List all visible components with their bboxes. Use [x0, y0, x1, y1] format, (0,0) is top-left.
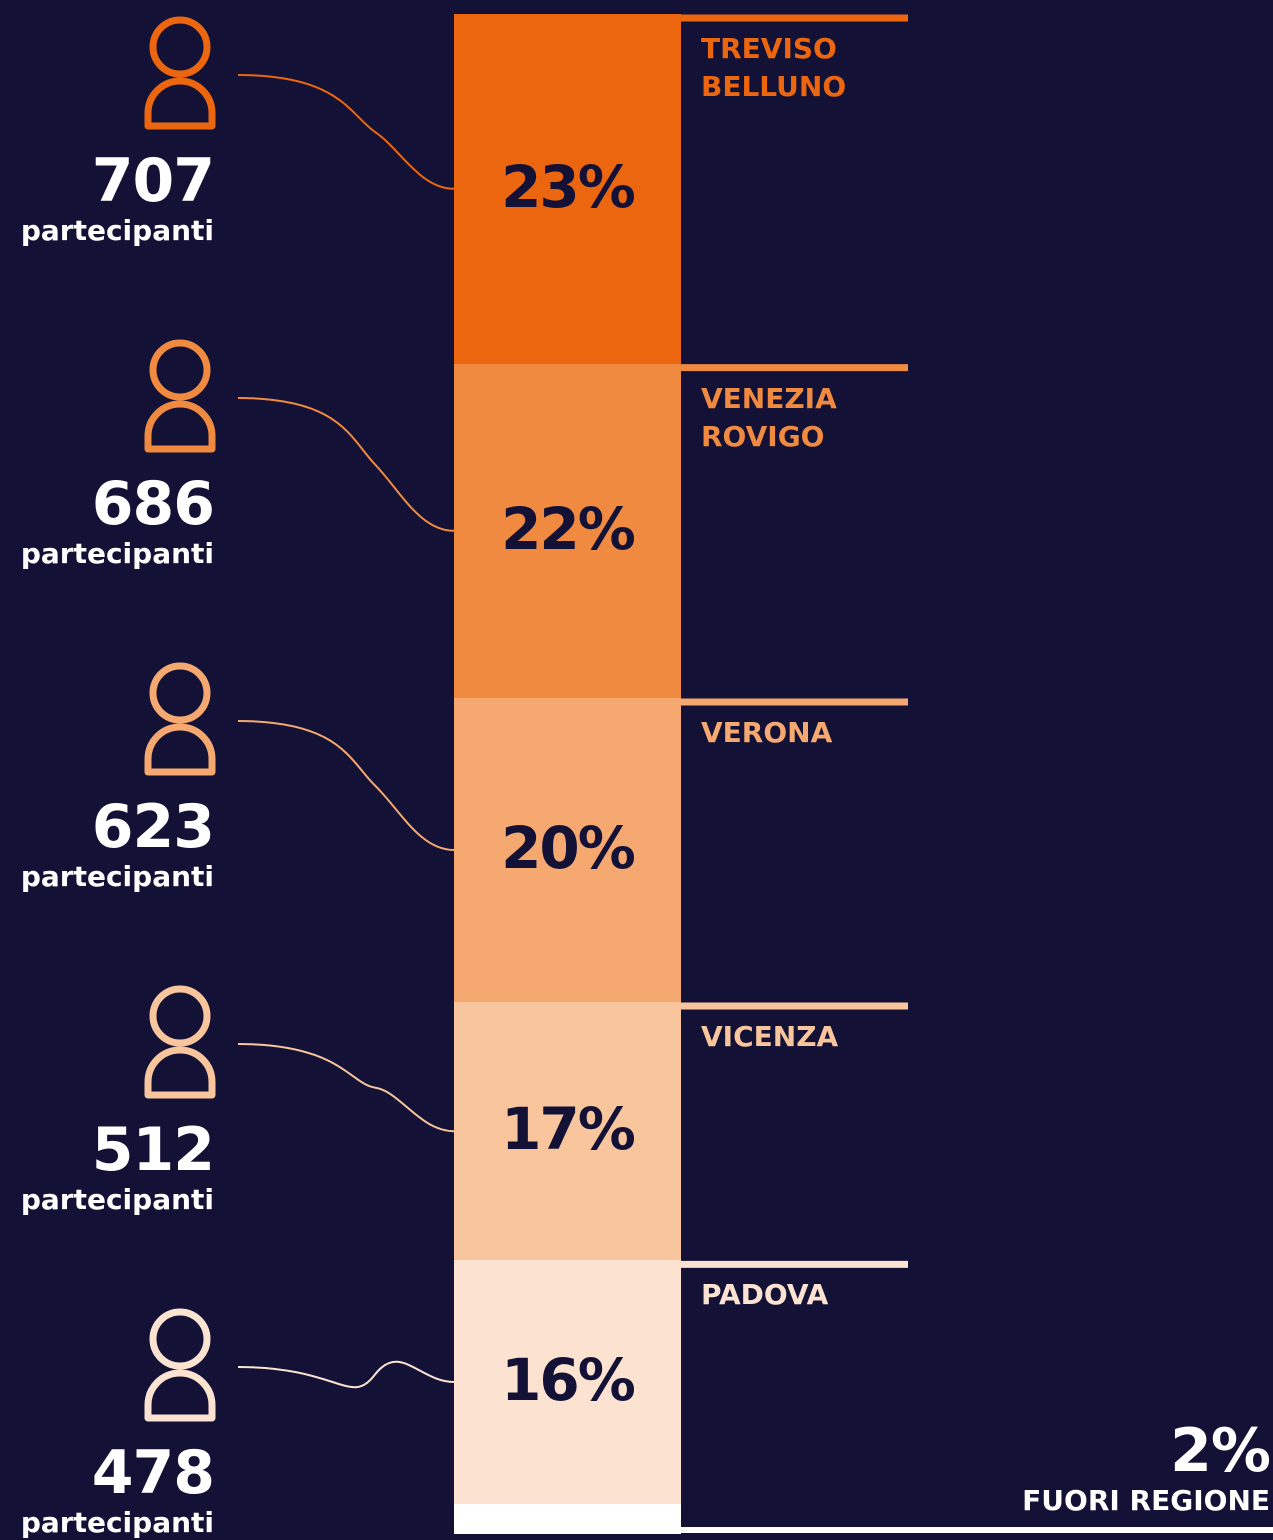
person-body: [144, 400, 216, 453]
participants-count: 707: [91, 146, 215, 216]
person-head: [149, 16, 211, 78]
connector: [237, 1360, 455, 1389]
bar-segment: [454, 698, 681, 1002]
participants-count: 512: [91, 1115, 215, 1185]
person-head: [149, 985, 211, 1047]
bar-segment: [454, 363, 681, 698]
region-name: VERONA: [701, 716, 833, 749]
segment-label: 23%: [501, 152, 636, 221]
participants-label: partecipanti: [20, 1506, 214, 1539]
participants-count: 478: [91, 1438, 215, 1508]
connector: [237, 74, 455, 190]
segment-label: 2%: [1170, 1415, 1271, 1486]
participants-label: partecipanti: [20, 537, 214, 570]
person-body: [144, 77, 216, 130]
connector: [237, 1043, 455, 1133]
person-body: [144, 1369, 216, 1422]
bar-segment: [454, 14, 681, 364]
segment-label: 17%: [501, 1095, 636, 1164]
person-body: [144, 723, 216, 776]
segment-label: 22%: [501, 494, 636, 563]
segment-label: 16%: [501, 1346, 636, 1414]
person-head: [149, 1308, 211, 1370]
connector: [237, 397, 455, 532]
connector: [237, 720, 455, 851]
person-head: [149, 662, 211, 724]
bar-segment: [454, 1260, 681, 1504]
participants-count: 623: [91, 792, 215, 862]
bar-segment: [454, 1002, 681, 1261]
region-name: VICENZA: [701, 1020, 839, 1053]
person-head: [149, 339, 211, 401]
participants-label: partecipanti: [20, 214, 214, 247]
participants-label: partecipanti: [20, 860, 214, 893]
region-name: VENEZIA ROVIGO: [701, 381, 837, 453]
participants-count: 686: [91, 469, 215, 539]
bar-segment: [454, 1503, 681, 1534]
region-name: TREVISO BELLUNO: [701, 32, 847, 103]
region-name: PADOVA: [701, 1278, 829, 1312]
segment-label: 20%: [501, 814, 636, 882]
region-name: FUORI REGIONE: [1022, 1483, 1270, 1517]
participants-label: partecipanti: [20, 1183, 214, 1216]
person-body: [144, 1046, 216, 1099]
